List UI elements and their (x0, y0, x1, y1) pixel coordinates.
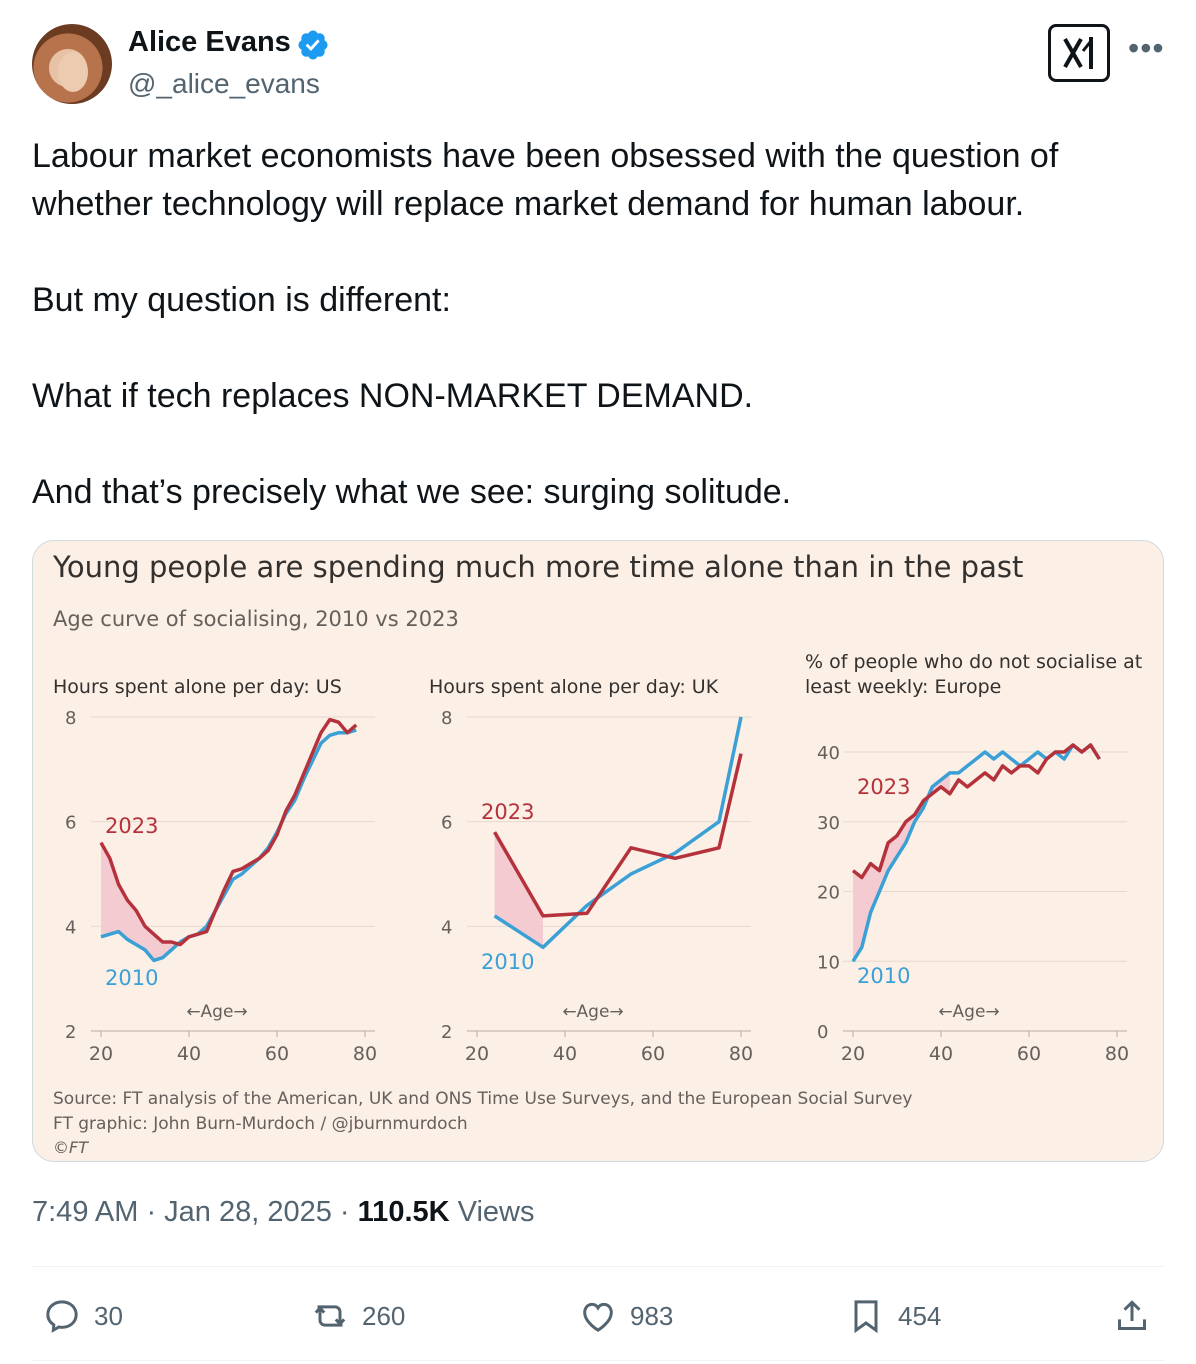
panel-title: Hours spent alone per day: UK (429, 676, 719, 698)
avatar[interactable] (32, 24, 112, 104)
y-tick-label: 8 (65, 708, 76, 729)
x-tick-label: 80 (1105, 1043, 1129, 1065)
y-tick-label: 6 (65, 813, 76, 834)
y-tick-label: 30 (817, 813, 840, 834)
x-tick-label: 60 (265, 1043, 289, 1065)
y-tick-label: 0 (817, 1022, 828, 1043)
author-name[interactable]: Alice Evans (128, 26, 291, 58)
x-axis-label: ←Age→ (938, 1002, 999, 1022)
bookmark-icon (854, 1300, 878, 1334)
views-count: 110.5K (357, 1196, 450, 1228)
y-tick-label: 4 (441, 917, 452, 938)
x-axis-label: ←Age→ (186, 1002, 247, 1022)
divider (32, 1360, 1164, 1361)
graphic-title: Young people are spending much more time… (52, 550, 1023, 584)
bookmark-button[interactable]: 454 (846, 1294, 941, 1338)
tweet-paragraph: And that’s precisely what we see: surgin… (32, 473, 792, 511)
like-button[interactable]: 983 (578, 1294, 673, 1338)
y-tick-label: 4 (65, 917, 76, 938)
tweet-paragraph: Labour market economists have been obses… (32, 137, 1059, 223)
verified-badge-icon (298, 30, 328, 60)
x-tick-label: 60 (641, 1043, 665, 1065)
tweet-text: Labour market economists have been obses… (32, 132, 1152, 516)
reply-button[interactable]: 30 (42, 1294, 123, 1338)
series-line-2023 (99, 717, 358, 947)
x-tick-label: 80 (353, 1043, 377, 1065)
panel-title: Hours spent alone per day: US (53, 676, 342, 698)
series-label-2010: 2010 (105, 966, 158, 990)
panel-title: % of people who do not socialise at least… (805, 651, 1142, 698)
series-line-2010 (100, 728, 357, 963)
chart-panel: % of people who do not socialise at least… (805, 651, 1142, 1065)
x-tick-label: 40 (177, 1043, 201, 1065)
more-options-icon[interactable]: ••• (1128, 30, 1165, 66)
x-tick-label: 20 (465, 1043, 489, 1065)
chart-graphic: Young people are spending much more time… (52, 550, 1142, 1157)
y-tick-label: 2 (441, 1022, 452, 1043)
x-axis-label: ←Age→ (562, 1002, 623, 1022)
graphic-subtitle: Age curve of socialising, 2010 vs 2023 (53, 607, 459, 631)
chart-image[interactable]: Young people are spending much more time… (32, 540, 1164, 1162)
series-label-2023: 2023 (857, 775, 910, 799)
series-label-2023: 2023 (481, 800, 534, 824)
series-label-2010: 2010 (857, 964, 910, 988)
timestamp[interactable]: 7:49 AM · Jan 28, 2025 · (32, 1196, 358, 1228)
x-tick-label: 40 (553, 1043, 577, 1065)
repost-button[interactable]: 260 (310, 1294, 405, 1338)
series-label-2010: 2010 (481, 950, 534, 974)
x-tick-label: 60 (1017, 1043, 1041, 1065)
chart-panel: Hours spent alone per day: UK 2 4 6 8 20 40 60 8… (429, 676, 753, 1065)
bookmark-count: 454 (898, 1300, 942, 1331)
y-tick-label: 6 (441, 813, 452, 834)
graphic-copyright: ©FT (53, 1138, 89, 1157)
repost-count: 260 (362, 1300, 406, 1331)
heart-icon (583, 1302, 613, 1332)
graphic-source: Source: FT analysis of the American, UK … (53, 1089, 912, 1109)
series-label-2023: 2023 (105, 814, 158, 838)
divider (32, 1266, 1164, 1267)
tweet-paragraph: What if tech replaces NON-MARKET DEMAND. (32, 377, 754, 415)
y-tick-label: 2 (65, 1022, 76, 1043)
series-line-2023 (493, 753, 743, 918)
tweet-paragraph: But my question is different: (32, 281, 451, 319)
share-button[interactable] (1112, 1294, 1164, 1338)
x-tick-label: 20 (89, 1043, 113, 1065)
y-tick-label: 40 (817, 743, 840, 764)
share-icon (1118, 1300, 1146, 1330)
chart-panel: Hours spent alone per day: US 2 4 6 8 20 40 60 8… (53, 676, 377, 1065)
x-tick-label: 40 (929, 1043, 953, 1065)
reply-count: 30 (94, 1300, 123, 1331)
graphic-credit: FT graphic: John Burn-Murdoch / @jburnmu… (53, 1114, 468, 1134)
views-label: Views (449, 1196, 535, 1228)
like-count: 983 (630, 1300, 674, 1331)
tweet-meta: 7:49 AM · Jan 28, 2025 · 110.5K Views (32, 1196, 534, 1229)
gap-shading (101, 842, 181, 961)
y-tick-label: 8 (441, 708, 452, 729)
author-handle[interactable]: @_alice_evans (128, 68, 320, 99)
x-tick-label: 20 (841, 1043, 865, 1065)
grok-icon[interactable] (1048, 24, 1110, 82)
repost-icon (314, 1305, 346, 1327)
gap-shading (494, 832, 543, 948)
reply-icon (46, 1300, 78, 1333)
y-tick-label: 10 (817, 952, 840, 973)
x-tick-label: 80 (729, 1043, 753, 1065)
y-tick-label: 20 (817, 883, 840, 904)
